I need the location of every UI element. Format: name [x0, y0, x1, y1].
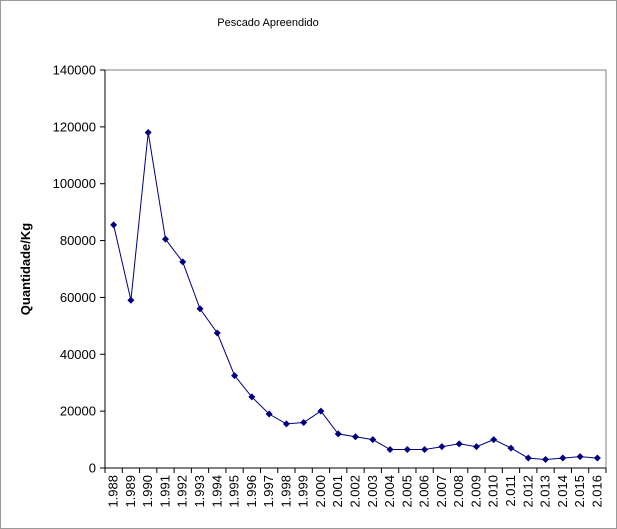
data-point [403, 446, 411, 454]
x-tick-label: 2.011 [503, 475, 518, 507]
y-axis: 0 20000 40000 60000 80000 100000 120000 140000 [53, 63, 106, 476]
chart-title: Pescado Apreendido [217, 17, 319, 29]
data-point [317, 407, 325, 415]
y-tick-label: 140000 [53, 63, 96, 78]
y-tick-label: 40000 [60, 347, 96, 362]
x-tick-label: 1.991 [157, 475, 172, 508]
x-axis: 1.988 1.989 1.990 1.991 1.992 1.993 1.994 1.995… [104, 467, 607, 508]
x-tick-label: 2.014 [555, 475, 570, 508]
y-tick-label: 60000 [60, 290, 96, 305]
y-tick-label: 120000 [53, 119, 96, 134]
x-tick-label: 2.000 [313, 475, 328, 508]
x-tick-label: 1.996 [244, 475, 259, 508]
data-point [213, 329, 221, 337]
data-point [559, 454, 567, 462]
x-tick-label: 2.010 [486, 475, 501, 508]
y-tick-label: 0 [89, 461, 96, 476]
data-point [144, 129, 152, 137]
y-tick-label: 80000 [60, 233, 96, 248]
x-tick-label: 1.988 [106, 475, 121, 508]
data-point [507, 444, 515, 452]
data-point [438, 443, 446, 451]
x-tick-label: 1.990 [140, 475, 155, 508]
x-tick-label: 2.015 [572, 475, 587, 508]
x-tick-label: 1.995 [227, 475, 242, 508]
data-point [472, 443, 480, 451]
x-tick-label: 1.992 [175, 475, 190, 508]
series-group [110, 129, 601, 463]
data-point [524, 454, 532, 462]
x-tick-label: 2.009 [468, 475, 483, 508]
x-tick-label: 2.013 [538, 475, 553, 508]
x-tick-label: 1.989 [123, 475, 138, 508]
data-point [542, 455, 550, 463]
data-point [127, 296, 135, 304]
data-point [110, 221, 118, 229]
x-tick-label: 2.006 [417, 475, 432, 508]
data-point [300, 419, 308, 427]
x-tick-label: 2.005 [399, 475, 414, 508]
x-tick-label: 2.004 [382, 475, 397, 508]
plot-area [104, 69, 607, 469]
x-tick-label: 1.993 [192, 475, 207, 508]
x-tick-label: 2.001 [330, 475, 345, 508]
data-point [490, 436, 498, 444]
x-tick-label: 1.994 [209, 475, 224, 508]
data-point [179, 258, 187, 266]
data-point [334, 430, 342, 438]
data-point [196, 305, 204, 313]
data-point [282, 420, 290, 428]
data-point [161, 235, 169, 243]
data-point [593, 454, 601, 462]
data-point [576, 453, 584, 461]
data-point [231, 372, 239, 380]
y-tick-label: 20000 [60, 404, 96, 419]
data-point [265, 410, 273, 418]
x-tick-label: 2.002 [348, 475, 363, 508]
x-tick-label: 2.012 [520, 475, 535, 508]
x-tick-label: 2.008 [451, 475, 466, 508]
data-point [421, 446, 429, 454]
x-tick-label: 1.997 [261, 475, 276, 508]
series-line [113, 132, 598, 461]
data-point [352, 433, 359, 441]
x-tick-label: 1.999 [296, 475, 311, 508]
x-tick-label: 2.003 [365, 475, 380, 508]
data-point [369, 436, 377, 444]
data-point [455, 440, 463, 448]
x-tick-label: 2.007 [434, 475, 449, 508]
x-tick-label: 1.998 [278, 475, 293, 508]
data-point [386, 446, 394, 454]
data-point [248, 393, 256, 401]
y-axis-label: Quantidade/Kg [18, 223, 33, 316]
x-tick-label: 2.016 [589, 475, 604, 508]
y-tick-label: 100000 [53, 176, 96, 191]
